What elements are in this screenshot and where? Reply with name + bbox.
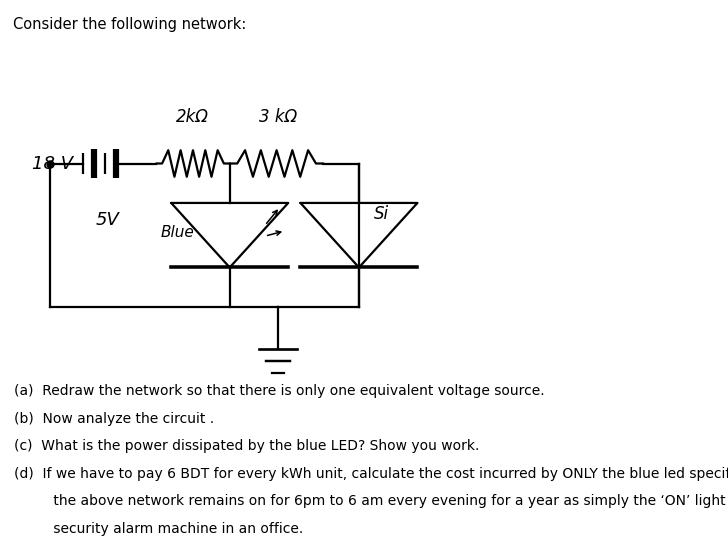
Text: 3 kΩ: 3 kΩ [258, 108, 297, 127]
Text: the above network remains on for 6pm to 6 am every evening for a year as simply : the above network remains on for 6pm to … [15, 494, 728, 508]
Text: 2kΩ: 2kΩ [176, 108, 209, 127]
Text: (a)  Redraw the network so that there is only one equivalent voltage source.: (a) Redraw the network so that there is … [15, 384, 545, 398]
Text: (c)  What is the power dissipated by the blue LED? Show you work.: (c) What is the power dissipated by the … [15, 439, 480, 453]
Text: security alarm machine in an office.: security alarm machine in an office. [15, 522, 304, 536]
Text: 18 V: 18 V [32, 155, 74, 173]
Text: 5V: 5V [96, 211, 120, 229]
Text: Consider the following network:: Consider the following network: [13, 17, 247, 33]
Text: Si: Si [374, 205, 389, 223]
Text: Blue: Blue [160, 225, 194, 240]
Text: (b)  Now analyze the circuit .: (b) Now analyze the circuit . [15, 412, 215, 426]
Text: (d)  If we have to pay 6 BDT for every kWh unit, calculate the cost incurred by : (d) If we have to pay 6 BDT for every kW… [15, 467, 728, 481]
